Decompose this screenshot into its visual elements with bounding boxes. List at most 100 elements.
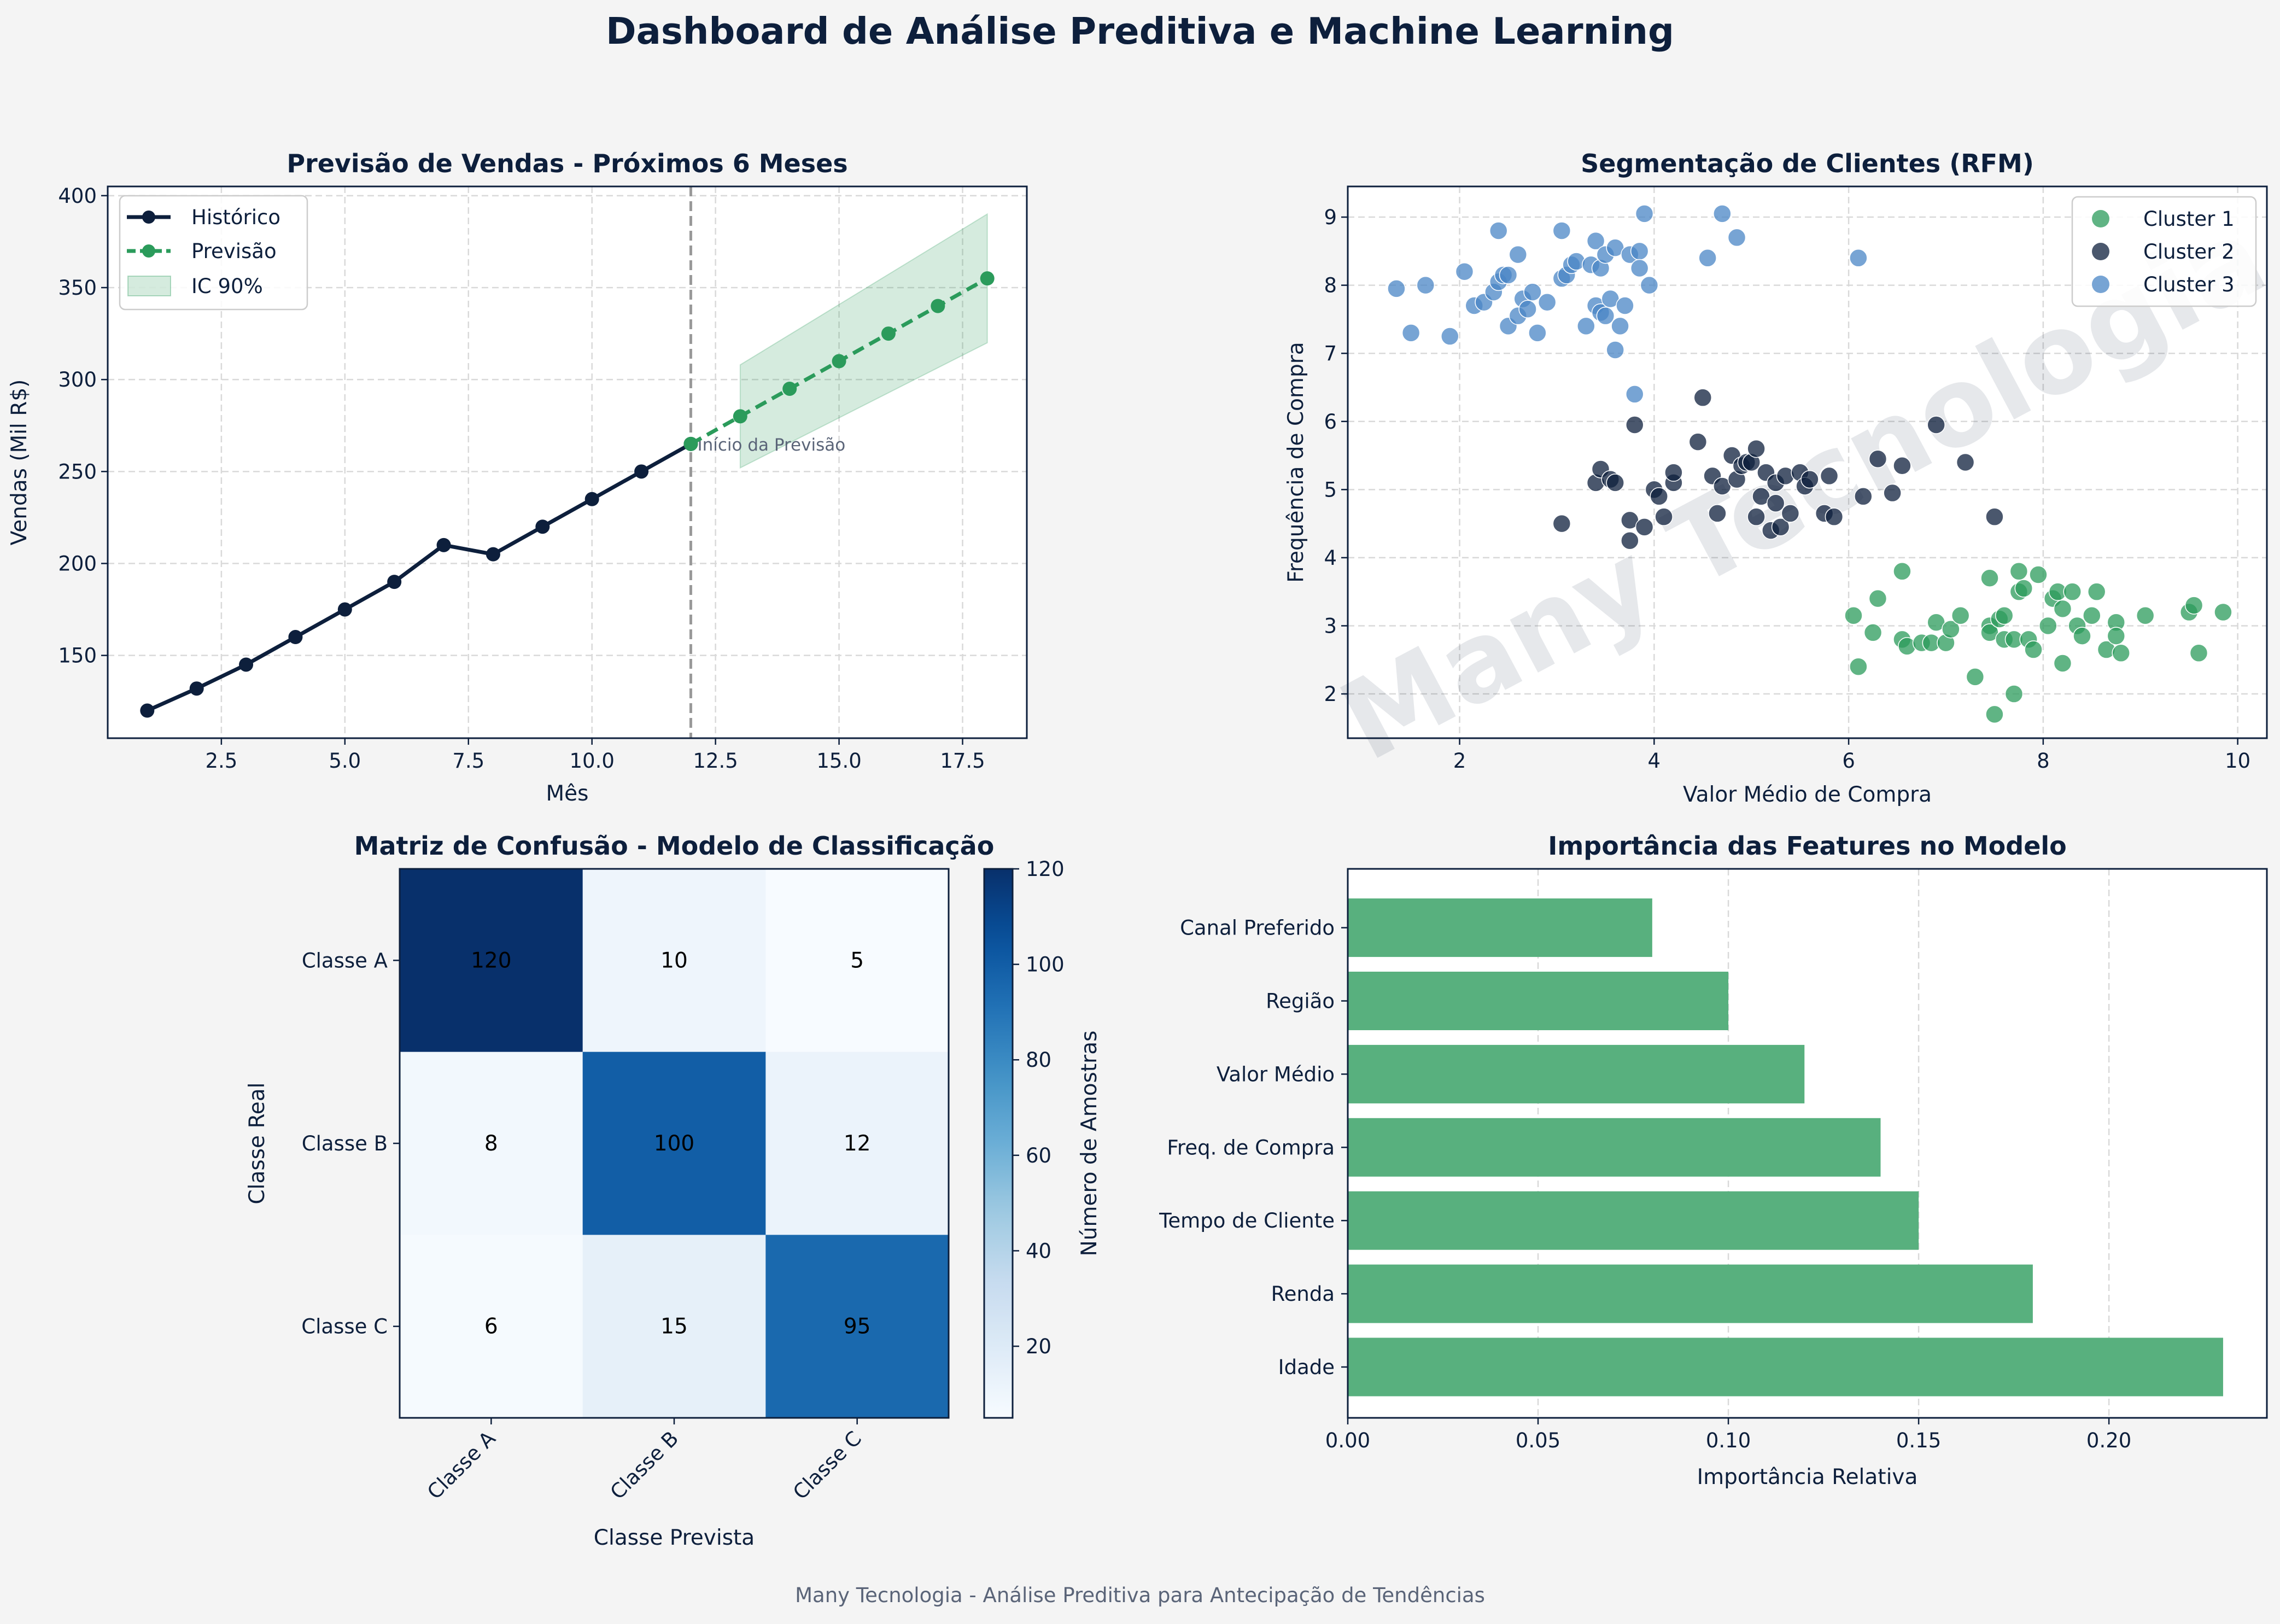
- cluster-3-point: [1616, 296, 1634, 315]
- y-tick-label: 150: [58, 644, 97, 668]
- legend-label: Cluster 3: [2143, 273, 2235, 296]
- cluster-1-point: [2214, 603, 2232, 622]
- y-tick-label: Renda: [1271, 1282, 1335, 1306]
- cluster-2-point: [1766, 494, 1785, 512]
- cluster-2-point: [1650, 487, 1668, 506]
- historico-point: [486, 547, 500, 562]
- cluster-1-point: [2053, 599, 2072, 618]
- cluster-2-point: [1771, 518, 1790, 536]
- x-tick-label: 17.5: [940, 749, 985, 773]
- x-axis-label: Valor Médio de Compra: [1683, 782, 1932, 807]
- heatmap-cell: [582, 1235, 766, 1418]
- legend-frame: [2071, 196, 2257, 307]
- historico-point: [189, 681, 204, 696]
- x-tick-label: 0.05: [1516, 1429, 1560, 1452]
- previsao-point: [832, 354, 846, 369]
- feature-bar: [1348, 1118, 1881, 1177]
- feature-bar: [1348, 898, 1652, 957]
- y-tick-label: 4: [1324, 546, 1337, 570]
- cluster-3-point: [1509, 245, 1528, 264]
- plot-border: [1347, 185, 2268, 739]
- x-tick-label: 6: [1842, 749, 1855, 773]
- y-tick-label: Canal Preferido: [1180, 916, 1335, 940]
- y-tick-label: Freq. de Compra: [1167, 1136, 1335, 1159]
- cell-value: 5: [850, 948, 864, 973]
- legend-label: Histórico: [191, 206, 280, 229]
- cluster-2-point: [1868, 449, 1887, 469]
- previsao-point: [782, 381, 797, 396]
- cluster-3-point: [1640, 276, 1659, 295]
- historico-point: [288, 630, 303, 645]
- cell-value: 120: [471, 948, 511, 973]
- y-tick-label: Classe B: [302, 1132, 388, 1155]
- y-tick-label: 5: [1324, 478, 1337, 501]
- cluster-3-point: [1635, 205, 1654, 223]
- legend-swatch: [127, 276, 171, 296]
- cluster-1-point: [2189, 644, 2208, 663]
- cluster-3-point: [1611, 317, 1629, 336]
- x-tick-label: 2.5: [205, 749, 237, 773]
- cluster-3-point: [1577, 317, 1595, 336]
- x-tick-label: 5.0: [329, 749, 361, 773]
- y-tick-label: 400: [58, 184, 97, 208]
- legend-label: IC 90%: [191, 274, 263, 298]
- cluster-2-point: [1825, 507, 1844, 526]
- cluster-1-point: [2053, 654, 2072, 673]
- y-tick-label: 300: [58, 368, 97, 392]
- x-tick-label: 0.20: [2086, 1429, 2131, 1452]
- cluster-1-point: [1942, 620, 1960, 639]
- x-tick-label: 10.0: [569, 749, 614, 773]
- cluster-3-point: [1630, 259, 1649, 278]
- cluster-2-point: [1621, 531, 1639, 550]
- x-axis-label: Classe Prevista: [594, 1526, 755, 1550]
- rfm-legend: Cluster 1 Cluster 2 Cluster 3: [2071, 196, 2257, 307]
- x-tick-label: Classe A: [423, 1427, 500, 1504]
- chart-title: Previsão de Vendas - Próximos 6 Meses: [287, 149, 847, 178]
- cluster-3-point: [1499, 266, 1518, 284]
- cluster-2-point: [1708, 504, 1727, 523]
- cluster-1-point: [1985, 705, 2004, 724]
- feature-bar: [1348, 1191, 1919, 1250]
- cluster-1-point: [2029, 565, 2048, 584]
- feature-importance-chart: Idade Renda Tempo de Cliente Freq. de Compr…: [1159, 831, 2268, 1489]
- cluster-3-point: [1552, 221, 1571, 240]
- cell-value: 15: [660, 1315, 688, 1339]
- y-tick-label: Tempo de Cliente: [1159, 1209, 1335, 1232]
- x-tick-label: 12.5: [693, 749, 738, 773]
- x-tick-label: 0.10: [1706, 1429, 1751, 1452]
- confusion-matrix-chart: 120 10 5 8 100 12 6 15 95 Classe A Classe B Classe …: [245, 831, 1102, 1550]
- heatmap-cell: [400, 1051, 583, 1235]
- previsao-point: [733, 409, 747, 424]
- cluster-2-point: [1626, 416, 1644, 434]
- cluster-3-point: [1727, 228, 1746, 247]
- x-axis-label: Importância Relativa: [1697, 1465, 1918, 1489]
- legend-label: Cluster 2: [2143, 240, 2235, 264]
- cluster-2-point: [1800, 470, 1819, 489]
- cell-value: 6: [484, 1315, 498, 1339]
- legend-marker: [142, 211, 155, 224]
- cluster-1-point: [2009, 562, 2028, 581]
- cluster-1-point: [2107, 627, 2126, 645]
- cluster-3-point: [1713, 205, 1732, 223]
- cluster-1-point: [2083, 606, 2101, 625]
- cluster-3-point: [1416, 276, 1435, 295]
- chart-title: Matriz de Confusão - Modelo de Classific…: [354, 831, 995, 861]
- plot-border: [107, 185, 1028, 739]
- y-axis-label: Vendas (Mil R$): [7, 379, 32, 546]
- historico-point: [337, 602, 352, 617]
- y-tick-label: Região: [1266, 990, 1335, 1013]
- colorbar-tick-label: 100: [1026, 953, 1065, 977]
- heatmap-cell: [582, 869, 766, 1053]
- feature-bar: [1348, 1337, 2223, 1397]
- forecast-chart: Início da Previsão 2.5 5.0 7.5 10.0 12.5 15.0 1…: [7, 149, 1028, 806]
- cluster-1-point: [2087, 582, 2106, 601]
- y-tick-label: 9: [1324, 206, 1337, 229]
- cluster-3-point: [1455, 262, 1474, 281]
- cluster-3-point: [1441, 327, 1459, 346]
- feature-bar: [1348, 1044, 1805, 1103]
- cluster-1-point: [2024, 640, 2043, 659]
- cluster-3-point: [1698, 249, 1717, 267]
- cluster-1-point: [2184, 596, 2203, 615]
